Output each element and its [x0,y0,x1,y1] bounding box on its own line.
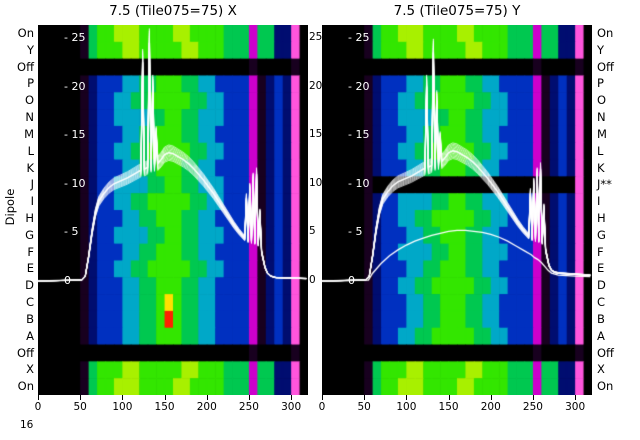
power-tick-panel-x: - 10 [64,176,86,190]
dipole-label-right: J** [597,177,612,192]
x-tick-mark [575,395,577,400]
x-tick-label: 150 [154,401,175,413]
dipole-label-left: P [27,76,34,91]
x-tick-mark [80,395,82,400]
power-tick-mid: 0 [309,274,316,286]
dipole-label-right: On [597,379,614,394]
dipole-label-right: O [597,93,607,108]
dipole-label-left: K [26,160,34,175]
dipole-label-right: X [597,362,605,377]
dipole-label-left: Off [17,345,34,360]
x-tick-label: 100 [112,401,133,413]
dipole-label-right: M [597,126,607,141]
dipole-label-right: Off [597,345,614,360]
x-tick-mark [322,395,323,400]
dipole-label-left: J [30,177,34,192]
x-tick-label: 0 [318,401,326,413]
dipole-label-left: D [25,278,34,293]
power-tick-panel-x: 0 [64,274,71,287]
x-tick-label: 250 [522,401,543,413]
dipole-label-right: P [597,76,604,91]
dipole-label-left: On [17,26,34,40]
power-tick-panel-y: - 10 [348,176,370,190]
dipole-label-right: D [597,278,606,293]
dipole-label-right: K [597,160,605,175]
x-tick-label: 200 [480,401,501,413]
panel-title-y: 7.5 (Tile075=75) Y [393,3,521,19]
dipole-label-right: B [597,311,605,326]
dipole-label-left: M [24,126,34,141]
x-tick-mark [248,395,250,400]
x-tick-label: 100 [396,401,417,413]
dipole-label-left: F [27,244,34,259]
power-tick-mid: 20 [309,79,323,92]
x-tick-label: 300 [281,401,302,413]
dipole-label-left: Off [17,59,34,74]
dipole-label-left: E [26,261,34,276]
x-tick-mark [164,395,166,400]
dipole-label-left: O [24,93,34,108]
dipole-label-right: H [597,211,606,225]
x-tick-mark [448,395,450,400]
x-tick-mark [291,395,293,400]
dipole-label-left: C [25,295,34,310]
power-tick-panel-y: - 25 [348,31,370,44]
dipole-label-right: A [597,328,605,343]
dipole-label-right: E [597,261,605,276]
dipole-label-left: H [25,211,34,225]
power-tick-mid: 15 [309,128,323,141]
dipole-label-right: C [597,295,606,310]
x-tick-mark [532,395,534,400]
dipole-label-left: G [25,227,34,242]
dipole-label-right: L [597,143,604,158]
dipole-label-left: A [26,328,34,343]
x-tick-label: 250 [238,401,259,413]
heatmap-panel-y [322,25,592,395]
dipole-label-right: N [597,110,606,125]
dipole-label-left: On [17,379,34,394]
dipole-label-right: G [597,227,606,242]
power-tick-panel-x: - 15 [64,128,86,142]
power-tick-panel-y: 0 [348,274,355,287]
heatmap-panel-x [38,25,308,395]
x-tick-mark [406,395,408,400]
power-tick-panel-y: - 20 [348,79,370,93]
x-tick-label: 200 [196,401,217,413]
dipole-label-right: I [597,194,601,209]
power-tick-mid: 25 [309,31,323,43]
dipole-label-left: X [26,362,34,377]
dipole-label-left: Y [26,42,34,57]
dipole-label-right: F [597,244,604,259]
power-tick-mid: 10 [309,176,323,189]
power-tick-mid: 5 [309,225,316,238]
x-tick-label: 150 [438,401,459,413]
corner-label: 16 [20,419,34,431]
dipole-label-right: Off [597,59,614,74]
dipole-label-left: L [27,143,34,158]
power-tick-panel-x: - 20 [64,79,86,93]
x-tick-mark [490,395,492,400]
x-tick-mark [206,395,208,400]
dipole-label-right: On [597,26,614,40]
panel-title-x: 7.5 (Tile075=75) X [109,3,237,19]
dipole-label-left: N [25,110,34,125]
power-tick-panel-x: - 5 [64,225,79,239]
dipole-label-left: B [26,311,34,326]
x-tick-label: 300 [565,401,586,413]
power-tick-panel-x: - 25 [64,31,86,44]
x-tick-label: 50 [357,401,371,413]
x-tick-label: 0 [34,401,42,413]
x-tick-mark [364,395,366,400]
x-tick-label: 50 [73,401,87,413]
x-tick-mark [122,395,124,400]
x-tick-mark [38,395,39,400]
power-tick-panel-y: - 5 [348,225,363,239]
dipole-label-right: Y [597,42,605,57]
power-tick-panel-y: - 15 [348,128,370,142]
dipole-label-left: I [30,194,34,209]
